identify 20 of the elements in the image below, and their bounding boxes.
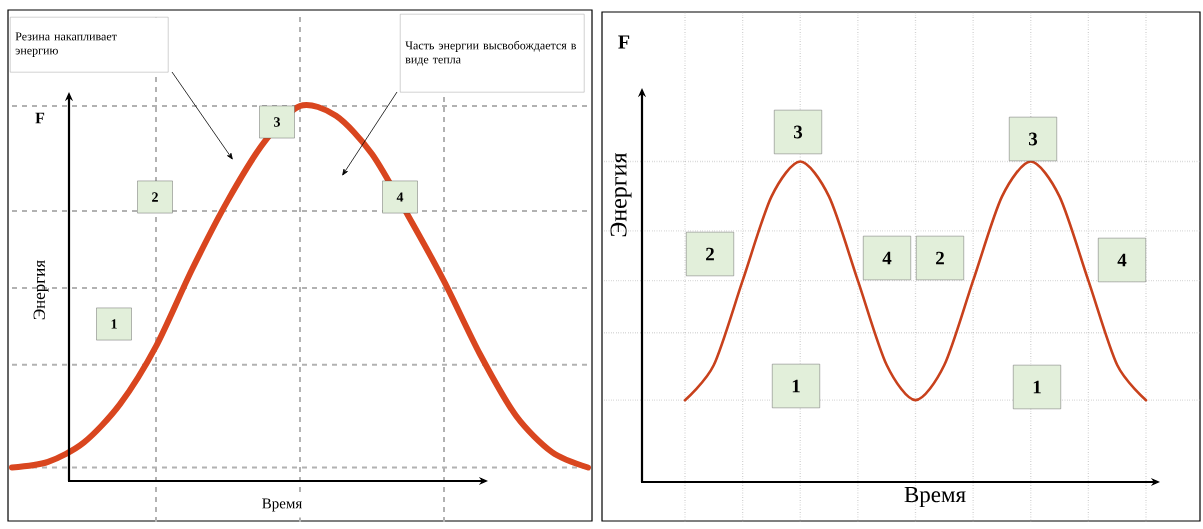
- text: Резина накапливает энергию: [15, 32, 117, 57]
- annotation: 2: [706, 247, 714, 261]
- x-axis-title: Время: [262, 498, 303, 512]
- annotation: 1: [111, 319, 117, 329]
- y-axis-title: Энергия: [33, 260, 49, 320]
- annotation: F: [35, 112, 45, 124]
- annotation: 2: [152, 192, 158, 202]
- annotation: 3: [274, 117, 281, 127]
- text: 3: [793, 125, 803, 139]
- annotation: 1: [792, 379, 800, 393]
- x-axis-title: Время: [904, 487, 966, 508]
- y-axis-title: Энергия: [610, 152, 632, 237]
- annotation: 2: [936, 251, 944, 265]
- annotation: 4: [882, 251, 892, 265]
- annotation: 1: [1033, 380, 1041, 394]
- text: 3: [1028, 132, 1038, 146]
- text: Часть энергии высвобождается в виде тепла: [405, 40, 577, 66]
- annotation: 4: [1117, 253, 1127, 267]
- annotation: 4: [396, 192, 404, 202]
- text: F: [618, 35, 630, 49]
